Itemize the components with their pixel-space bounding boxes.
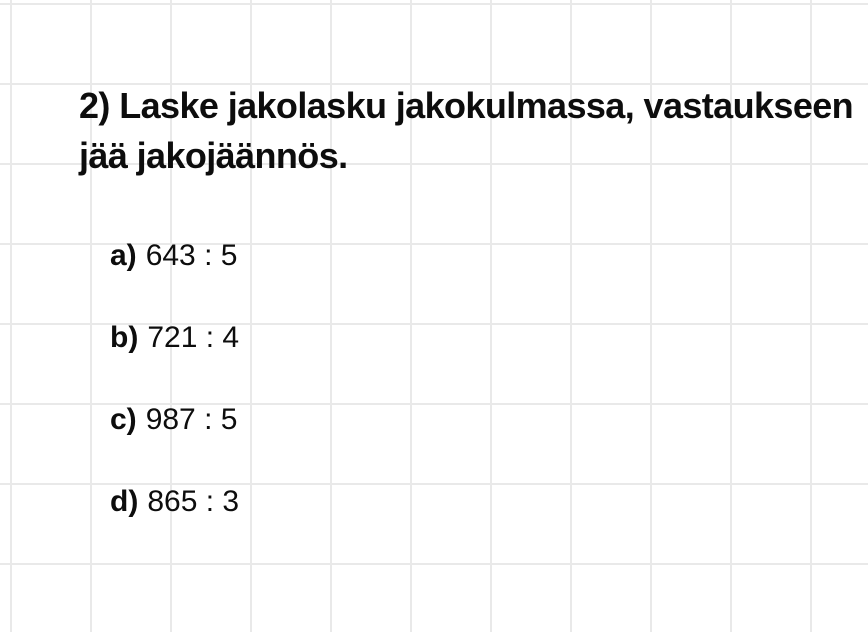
exercise-heading-line1: 2) Laske jakolasku jakokulmassa, vastauk… — [79, 85, 854, 126]
item-b-label: b) — [110, 321, 139, 354]
item-b-expression: 721 : 4 — [147, 321, 240, 354]
exercise-item-d: d) 865 : 3 — [110, 487, 239, 517]
exercise-heading: 2) Laske jakolasku jakokulmassa, vastauk… — [79, 81, 854, 181]
item-a-label: a) — [110, 239, 137, 272]
item-a-expression: 643 : 5 — [145, 239, 238, 272]
item-c-expression: 987 : 5 — [145, 403, 238, 436]
item-c-label: c) — [110, 403, 137, 436]
exercise-item-a: a) 643 : 5 — [110, 241, 237, 271]
item-d-expression: 865 : 3 — [147, 485, 240, 518]
item-d-label: d) — [110, 485, 139, 518]
exercise-item-c: c) 987 : 5 — [110, 405, 237, 435]
exercise-item-b: b) 721 : 4 — [110, 323, 239, 353]
exercise-heading-line2: jää jakojäännös. — [79, 135, 348, 176]
